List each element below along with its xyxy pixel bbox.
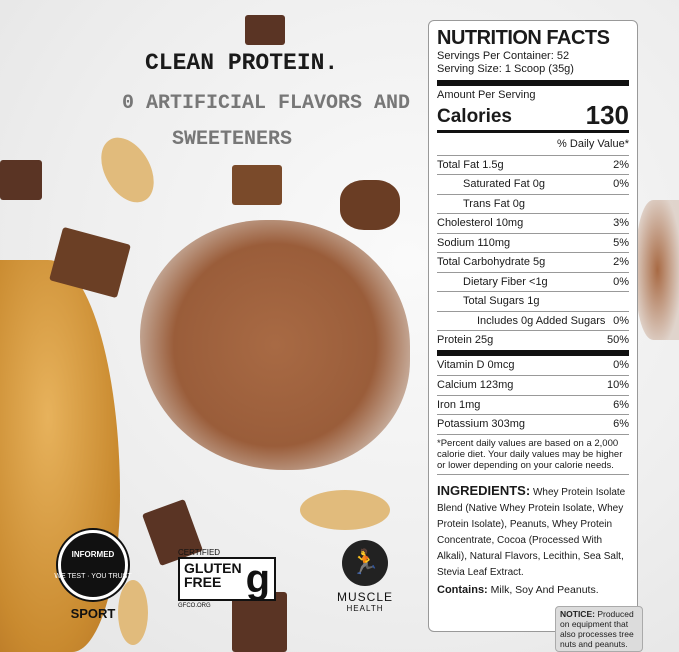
divider [437, 349, 629, 356]
vitamin-dv: 6% [613, 418, 629, 430]
nutrient-row: Cholesterol 10mg 3% [437, 213, 629, 233]
vitamin-dv: 6% [613, 398, 629, 411]
muscle-health-logo: 🏃 MUSCLE HEALTH [330, 540, 400, 613]
mh-health: HEALTH [346, 604, 384, 613]
nutrient-dv: 2% [613, 256, 629, 268]
nutrient-label: Protein 25g [437, 334, 494, 346]
calories-value: 130 [585, 100, 629, 130]
vitamin-label: Potassium 303mg [437, 418, 526, 430]
contains-text: Milk, Soy And Peanuts. [490, 583, 599, 596]
mh-muscle: MUSCLE [336, 590, 393, 604]
nutrient-label: Dietary Fiber <1g [463, 275, 548, 288]
nutrient-dv: 0% [613, 178, 629, 190]
gf-box: GLUTEN FREE g [178, 557, 276, 601]
runner-icon: 🏃 [342, 540, 388, 586]
vitamin-label: Calcium 123mg [437, 379, 514, 391]
nutrient-dv: 0% [613, 275, 629, 288]
nutrient-label: Total Carbohydrate 5g [437, 256, 546, 268]
headline-no-artificial: 0 ARTIFICIAL FLAVORS AND [122, 92, 411, 115]
cocoa-powder-image [140, 220, 410, 470]
vitamin-row: Potassium 303mg 6% [437, 414, 629, 434]
vitamin-row: Iron 1mg 6% [437, 394, 629, 415]
chocolate-piece [245, 15, 285, 45]
gf-gluten: GLUTEN [184, 560, 242, 576]
informed-ring-text: INFORMED [71, 550, 115, 559]
nutrient-row: Dietary Fiber <1g 0% [437, 271, 629, 292]
ingredients-text: Whey Protein Isolate Blend (Native Whey … [437, 486, 626, 578]
notice-label: NOTICE: [560, 609, 595, 619]
gf-g-icon: g [245, 557, 270, 601]
peanut [300, 490, 390, 530]
vitamin-label: Iron 1mg [437, 398, 481, 411]
daily-value-footnote: *Percent daily values are based on a 2,0… [437, 433, 629, 475]
headline-clean-protein: CLEAN PROTEIN. [145, 50, 339, 76]
informed-ring-bottom: WE TEST · YOU TRUST [54, 573, 132, 580]
notice-box: NOTICE: Produced on equipment that also … [555, 606, 643, 652]
gf-free: FREE [184, 574, 222, 590]
nutrient-row: Sodium 110mg 5% [437, 232, 629, 253]
amount-per-serving: Amount Per Serving [437, 89, 536, 101]
nutrient-row: Includes 0g Added Sugars 0% [437, 310, 629, 331]
nutrient-row: Total Carbohydrate 5g 2% [437, 252, 629, 272]
headline-sweeteners: SWEETENERS [172, 128, 293, 151]
servings-per-container: Servings Per Container: 52 [437, 50, 570, 62]
informed-sport-logo: INFORMED WE TEST · YOU TRUST SPORT [54, 530, 132, 621]
gf-url: GFCO.ORG [178, 603, 211, 609]
vitamin-dv: 10% [606, 379, 629, 391]
nutrient-dv: 0% [613, 314, 629, 327]
nutrient-dv: 50% [606, 334, 629, 346]
informed-sport-label: SPORT [70, 606, 116, 621]
nutrient-label: Saturated Fat 0g [463, 178, 545, 190]
nutrient-label: Cholesterol 10mg [437, 217, 524, 229]
vitamin-dv: 0% [613, 358, 629, 371]
nutrient-row: Total Fat 1.5g 2% [437, 154, 629, 175]
nutrient-label: Total Sugars 1g [463, 295, 540, 307]
vitamin-label: Vitamin D 0mcg [437, 358, 515, 371]
vitamin-row: Calcium 123mg 10% [437, 375, 629, 395]
chocolate-piece [0, 160, 42, 200]
dv-header-label: % Daily Value* [557, 138, 629, 150]
nutrient-row: Trans Fat 0g [437, 193, 629, 214]
nutrient-label: Includes 0g Added Sugars [477, 314, 606, 327]
gf-certified: CERTIFIED [178, 548, 221, 557]
divider [437, 80, 629, 86]
chocolate-piece [232, 165, 282, 205]
nutrient-dv: 5% [613, 236, 629, 249]
gluten-free-logo: CERTIFIED GLUTEN FREE g GFCO.ORG [178, 548, 276, 609]
serving-size: Serving Size: 1 Scoop (35g) [437, 63, 574, 75]
nutrient-dv: 3% [613, 217, 629, 229]
peanut [118, 580, 148, 645]
nutrient-row: Protein 25g 50% [437, 330, 629, 350]
calories-label: Calories [437, 106, 512, 127]
vitamin-row: Vitamin D 0mcg 0% [437, 356, 629, 376]
ingredients-label: INGREDIENTS: [437, 482, 531, 498]
chocolate-piece [340, 180, 400, 230]
dv-header: % Daily Value* [437, 135, 629, 155]
chocolate-piece [232, 592, 287, 652]
informed-sport-badge: INFORMED WE TEST · YOU TRUST [54, 530, 132, 600]
divider [437, 130, 629, 133]
nutrient-row: Saturated Fat 0g 0% [437, 174, 629, 194]
calories-row: Calories 130 [437, 102, 629, 128]
nutrient-label: Trans Fat 0g [463, 197, 525, 210]
nutrient-dv: 2% [613, 158, 629, 171]
nutrient-label: Total Fat 1.5g [437, 158, 504, 171]
nutrition-title: NUTRITION FACTS [437, 27, 610, 49]
contains-label: Contains: [437, 583, 488, 596]
nutrient-label: Sodium 110mg [437, 236, 511, 249]
nutrient-row: Total Sugars 1g [437, 291, 629, 311]
allergens: Contains: Milk, Soy And Peanuts. [437, 584, 629, 596]
nutrition-facts-panel: NUTRITION FACTS Servings Per Container: … [428, 20, 638, 632]
ingredients: INGREDIENTS: Whey Protein Isolate Blend … [437, 483, 629, 581]
notice-text: Produced on equipment that also processe… [560, 609, 634, 649]
cocoa-powder-image [636, 200, 679, 340]
